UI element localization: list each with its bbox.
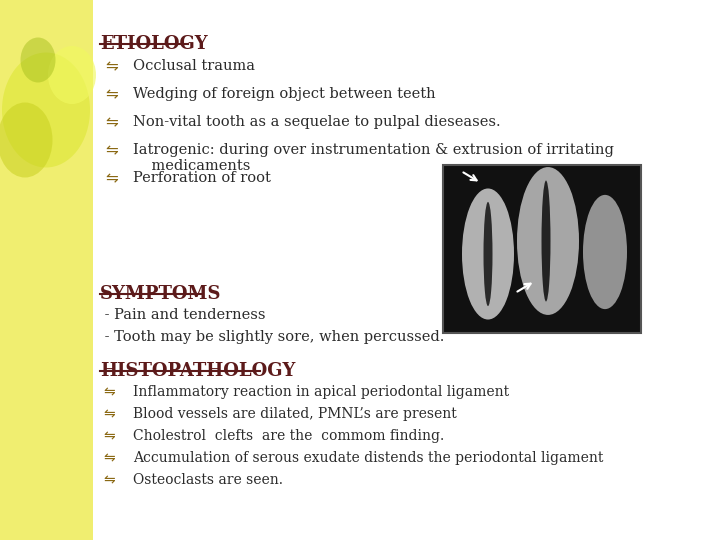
Text: ⇋: ⇋ [106, 87, 118, 102]
Bar [0, 0, 93, 540]
Text: ⇋: ⇋ [103, 429, 114, 443]
Text: Osteoclasts are seen.: Osteoclasts are seen. [133, 473, 283, 487]
Text: Inflammatory reaction in apical periodontal ligament: Inflammatory reaction in apical periodon… [133, 385, 509, 399]
Ellipse shape [2, 52, 90, 167]
Ellipse shape [48, 46, 96, 104]
Ellipse shape [462, 188, 514, 320]
Text: Wedging of foreign object between teeth: Wedging of foreign object between teeth [133, 87, 436, 101]
Ellipse shape [517, 167, 579, 315]
Text: ⇋: ⇋ [106, 115, 118, 130]
Text: Accumulation of serous exudate distends the periodontal ligament: Accumulation of serous exudate distends … [133, 451, 603, 465]
Text: ⇋: ⇋ [103, 385, 114, 399]
Ellipse shape [0, 103, 53, 178]
Ellipse shape [484, 202, 492, 306]
Text: HISTOPATHOLOGY: HISTOPATHOLOGY [100, 362, 295, 380]
Text: Cholestrol  clefts  are the  commom finding.: Cholestrol clefts are the commom finding… [133, 429, 444, 443]
Text: ⇋: ⇋ [103, 407, 114, 421]
Ellipse shape [583, 195, 627, 309]
Text: SYMPTOMS: SYMPTOMS [100, 285, 222, 303]
Text: - Tooth may be slightly sore, when percussed.: - Tooth may be slightly sore, when percu… [100, 330, 444, 344]
Text: Iatrogenic: during over instrumentation & extrusion of irritating
    medicament: Iatrogenic: during over instrumentation … [133, 143, 614, 173]
Text: Occlusal trauma: Occlusal trauma [133, 59, 255, 73]
Text: ⇋: ⇋ [106, 171, 118, 186]
Text: ⇋: ⇋ [106, 59, 118, 74]
Text: Non-vital tooth as a sequelae to pulpal dieseases.: Non-vital tooth as a sequelae to pulpal … [133, 115, 500, 129]
Ellipse shape [20, 37, 55, 83]
Text: ⇋: ⇋ [103, 451, 114, 465]
Text: - Pain and tenderness: - Pain and tenderness [100, 308, 266, 322]
Text: Blood vessels are dilated, PMNL’s are present: Blood vessels are dilated, PMNL’s are pr… [133, 407, 456, 421]
Text: ⇋: ⇋ [103, 473, 114, 487]
Ellipse shape [541, 180, 551, 301]
Text: Perforation of root: Perforation of root [133, 171, 271, 185]
Text: ETIOLOGY: ETIOLOGY [100, 35, 207, 53]
Text: ⇋: ⇋ [106, 143, 118, 158]
Bar [443, 165, 641, 333]
